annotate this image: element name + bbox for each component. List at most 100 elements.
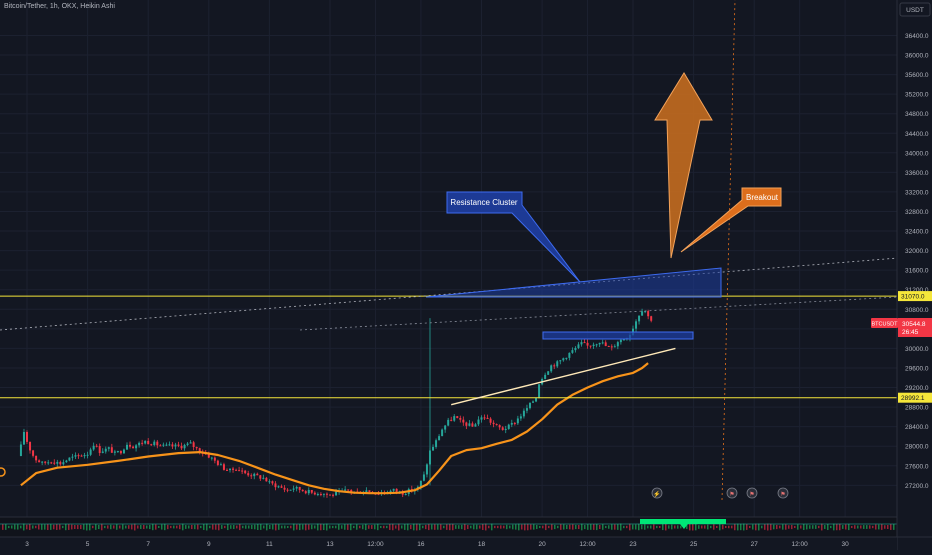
time-tick-label: 27: [751, 541, 759, 548]
resistance-cluster-callout[interactable]: [446, 191, 581, 283]
indicator-bar: [851, 525, 853, 529]
indicator-bar: [869, 525, 871, 529]
time-tick-label: 13: [326, 541, 334, 548]
candle-down: [553, 365, 556, 367]
candle-up: [122, 449, 125, 454]
indicator-bar: [368, 525, 370, 529]
indicator-bar: [524, 523, 526, 531]
candle-up: [404, 493, 407, 495]
indicator-bar: [881, 524, 883, 530]
indicator-bar: [173, 525, 175, 529]
candle-up: [344, 489, 347, 491]
indicator-bar: [395, 525, 397, 529]
candle-up: [162, 444, 165, 446]
breakout-time-line[interactable]: [721, 0, 736, 501]
lower-trendline[interactable]: [451, 347, 676, 406]
indicator-bar: [725, 525, 727, 529]
time-axis[interactable]: 3 5 7 9 11 13 12:00 16 18 20 12:00 23 25 27 12:00 30: [0, 536, 932, 550]
indicator-bar: [389, 524, 391, 530]
candle-down: [141, 442, 144, 444]
candle-up: [565, 357, 568, 359]
candle-down: [119, 451, 122, 454]
indicator-bar: [95, 524, 97, 530]
candle-down: [110, 447, 113, 453]
candle-down: [583, 342, 586, 344]
flag-icon[interactable]: ⚑: [746, 487, 758, 499]
indicator-bar: [857, 525, 859, 529]
indicator-bar: [644, 524, 646, 530]
indicator-bar: [308, 524, 310, 530]
candle-down: [77, 455, 80, 457]
candle-up: [322, 493, 325, 495]
indicator-bar: [347, 524, 349, 530]
flag-icon[interactable]: ⚑: [726, 487, 738, 499]
candle-down: [150, 444, 153, 446]
time-tick-label: 23: [629, 541, 637, 548]
indicator-bar: [626, 525, 628, 529]
current-price-tag[interactable]: [898, 318, 932, 337]
candle-up: [74, 455, 77, 457]
indicator-bar: [620, 523, 622, 531]
indicator-bar: [611, 524, 613, 530]
indicator-bar: [824, 525, 826, 529]
indicator-bar: [422, 525, 424, 529]
candle-up: [468, 423, 471, 426]
indicator-bar: [536, 524, 538, 530]
indicator-bar: [293, 523, 295, 531]
indicator-bar: [695, 523, 697, 531]
flash-icon[interactable]: ⚡: [651, 487, 663, 499]
indicator-bars: [2, 523, 895, 531]
currency-badge[interactable]: [899, 2, 931, 17]
flag-icon[interactable]: ⚑: [777, 487, 789, 499]
resistance-cluster-zone[interactable]: [425, 267, 722, 298]
candle-up: [316, 494, 319, 496]
candle-up: [92, 445, 95, 450]
candle-up: [174, 444, 177, 447]
candle-up: [441, 429, 444, 437]
indicator-bar: [431, 524, 433, 530]
indicator-bar: [71, 524, 73, 530]
indicator-bar: [602, 524, 604, 530]
candle-up: [619, 339, 622, 343]
flag-icon-glyph: ⚑: [780, 491, 785, 498]
indicator-bar: [890, 524, 892, 530]
candle-up: [189, 442, 192, 444]
candle-down: [147, 440, 150, 445]
indicator-bar: [755, 523, 757, 531]
dotted-trendline-lower[interactable]: [0, 257, 899, 331]
price-axis[interactable]: 36400.0 36000.0 35600.0 35200.0 34800.0 34400…: [896, 0, 932, 550]
indicator-bar: [488, 525, 490, 529]
flag-icon-badge: [777, 487, 789, 499]
breakout-arrow[interactable]: [654, 72, 713, 259]
time-tick-label: 16: [417, 541, 425, 548]
indicator-bar: [665, 523, 667, 531]
candle-down: [50, 462, 53, 464]
candle-up: [480, 417, 483, 420]
indicator-bar: [848, 523, 850, 531]
symbol-tag-label: BTCUSDT: [872, 322, 899, 328]
indicator-bar: [638, 523, 640, 531]
resistance-box[interactable]: [542, 331, 694, 340]
indicator-bar: [152, 523, 154, 531]
candle-up: [525, 408, 528, 411]
indicator-bar: [260, 524, 262, 530]
candle-up: [292, 488, 295, 490]
indicator-bar: [860, 525, 862, 529]
indicator-bar: [338, 524, 340, 530]
indicator-bar: [239, 523, 241, 531]
breakout-callout[interactable]: [680, 187, 782, 253]
time-tick-label: 9: [207, 541, 211, 548]
currency-badge-label: USDT: [906, 7, 924, 14]
symbol-tag[interactable]: [871, 318, 898, 328]
candle-up: [528, 402, 531, 409]
indicator-bar: [167, 524, 169, 530]
candle-up: [219, 464, 222, 466]
candle-up: [183, 444, 186, 449]
candle-up: [41, 461, 44, 463]
candle-down: [610, 346, 613, 348]
indicator-bar: [749, 525, 751, 529]
indicator-bar: [887, 525, 889, 529]
candle-up: [571, 350, 574, 353]
